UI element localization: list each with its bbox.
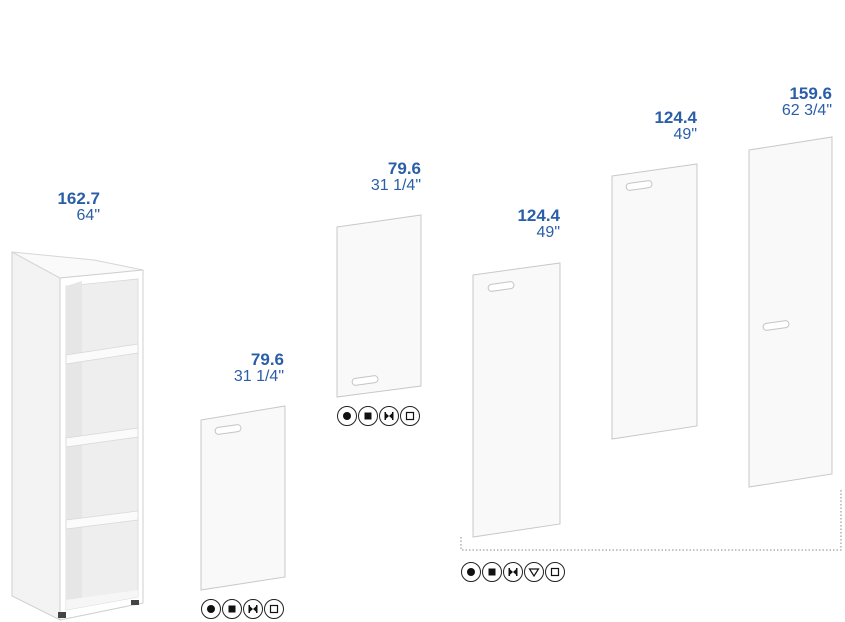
triangle-icon <box>524 562 544 582</box>
circle-icon <box>337 406 357 426</box>
bookcase-height-in: 64" <box>76 206 100 224</box>
door-low-b-height-in: 31 1/4" <box>370 176 421 194</box>
door-low-a-height-in: 31 1/4" <box>233 367 284 385</box>
door-low-a-dimension: 79.6 31 1/4" <box>200 351 284 386</box>
door-low-b-height-cm: 79.6 <box>387 159 421 178</box>
door-low-b-dimension: 79.6 31 1/4" <box>336 160 421 195</box>
door-mid-a-height-cm: 124.4 <box>517 206 560 225</box>
bowtie-icon <box>243 599 263 619</box>
door-mid-b-dimension: 124.4 49" <box>617 109 697 144</box>
door-mid-b-height-in: 49" <box>673 125 697 143</box>
outline-square-icon <box>545 562 565 582</box>
outline-square-icon <box>400 406 420 426</box>
door-mid-b-illustration <box>611 163 698 440</box>
door-mid-a-illustration <box>472 262 561 538</box>
group-bracket <box>460 490 842 551</box>
door-low-a-illustration <box>200 405 286 591</box>
square-icon <box>222 599 242 619</box>
bookcase-illustration <box>11 251 144 621</box>
outline-square-icon <box>264 599 284 619</box>
door-low-a-height-cm: 79.6 <box>250 350 284 369</box>
door-low-b-illustration <box>336 214 422 398</box>
door-mid-a-height-in: 49" <box>536 223 560 241</box>
door-tall-illustration <box>748 136 833 488</box>
door-mid-a-dimension: 124.4 49" <box>480 207 560 242</box>
door-low-b-finish-icons <box>337 406 420 426</box>
bookcase-height-cm: 162.7 <box>57 189 100 208</box>
door-tall-height-in: 62 3/4" <box>781 101 832 119</box>
door-low-a-finish-icons <box>201 599 284 619</box>
bowtie-icon <box>379 406 399 426</box>
bowtie-icon <box>503 562 523 582</box>
door-mid-b-height-cm: 124.4 <box>654 108 697 127</box>
circle-icon <box>201 599 221 619</box>
square-icon <box>482 562 502 582</box>
bookcase-dimension: 162.7 64" <box>30 190 100 225</box>
door-tall-height-cm: 159.6 <box>789 84 832 103</box>
group-finish-icons <box>461 562 565 582</box>
door-tall-dimension: 159.6 62 3/4" <box>740 85 832 120</box>
square-icon <box>358 406 378 426</box>
circle-icon <box>461 562 481 582</box>
